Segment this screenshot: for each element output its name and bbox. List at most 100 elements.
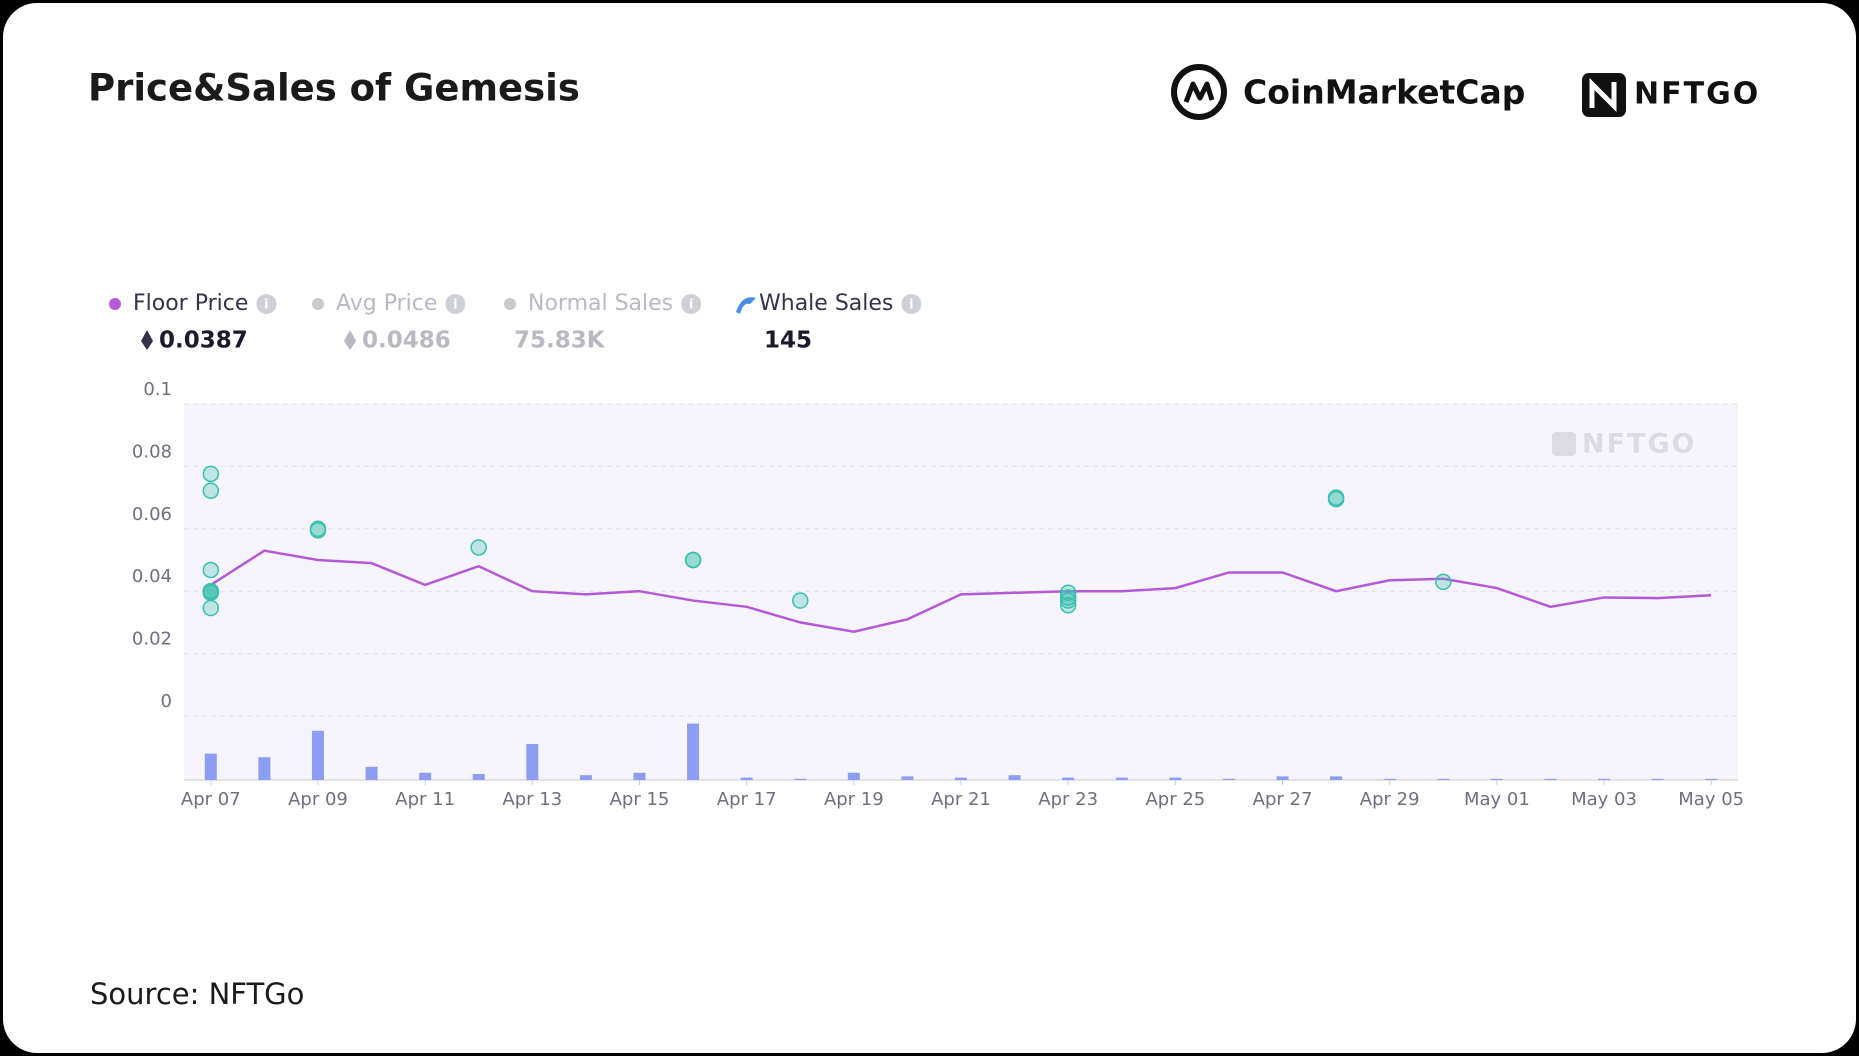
x-tick-label: Apr 09 — [288, 789, 348, 810]
y-tick-label: 0.02 — [132, 629, 172, 650]
info-i: i — [909, 298, 913, 313]
info-icon — [901, 294, 922, 314]
eth-icon — [344, 330, 356, 350]
y-tick-label: 0.08 — [132, 441, 172, 462]
legend-item: Normal Sales 75.83K — [504, 291, 702, 354]
bar — [1330, 776, 1343, 780]
whale-sale-point — [1059, 584, 1077, 602]
bar — [579, 775, 592, 780]
bar — [258, 757, 271, 780]
x-tick-label: Apr 21 — [931, 789, 991, 810]
nftgo-logo — [1582, 73, 1626, 117]
watermark: NFTGO — [1582, 429, 1697, 460]
x-tick-label: May 03 — [1571, 789, 1637, 810]
bar — [1169, 777, 1182, 780]
info-i: i — [453, 298, 457, 313]
legend-label: Normal Sales — [528, 291, 673, 316]
logo-text: CoinMarketCap — [1243, 73, 1525, 112]
bar — [1062, 777, 1075, 780]
legend-dot — [312, 298, 324, 310]
bar — [633, 772, 646, 780]
legend-item: Floor Price 0.0387 — [109, 291, 277, 354]
bar — [419, 772, 432, 780]
source: Source: NFTGo — [90, 977, 304, 1011]
bar — [1437, 778, 1450, 780]
bar — [1598, 778, 1611, 780]
legend-label: Whale Sales — [759, 291, 893, 316]
bar — [687, 723, 700, 780]
bar — [365, 766, 378, 780]
x-tick-label: Apr 23 — [1038, 789, 1098, 810]
whale-sale-point — [309, 520, 327, 538]
y-tick-label: 0 — [161, 691, 172, 712]
bar — [1115, 777, 1128, 780]
y-tick-label: 0.1 — [143, 379, 172, 400]
legend-value: 145 — [764, 328, 812, 354]
whale-sale-point — [791, 592, 809, 609]
x-tick-label: May 05 — [1678, 789, 1744, 810]
eth-icon — [141, 330, 153, 350]
x-tick-label: Apr 13 — [502, 789, 562, 810]
x-tick-label: Apr 27 — [1253, 789, 1313, 810]
bar — [1651, 778, 1664, 780]
whale-sale-point — [684, 551, 702, 569]
bar — [1705, 778, 1718, 780]
x-tick-label: Apr 07 — [181, 789, 241, 810]
bar — [526, 744, 539, 780]
whale-sale-point — [202, 582, 220, 600]
x-tick-label: Apr 17 — [717, 789, 777, 810]
legend-label: Floor Price — [133, 291, 248, 316]
bar — [847, 772, 860, 780]
y-tick-label: 0.06 — [132, 504, 172, 525]
info-icon — [445, 294, 466, 314]
whale-sale-point — [470, 539, 487, 556]
x-tick-label: Apr 15 — [610, 789, 670, 810]
bar — [1490, 778, 1503, 780]
x-tick-label: Apr 29 — [1360, 789, 1420, 810]
whale-sale-point — [1327, 489, 1345, 506]
bar — [1222, 778, 1235, 780]
bar — [1544, 778, 1557, 780]
legend-icon — [736, 297, 756, 314]
cmc-logo — [1171, 64, 1227, 120]
whale-sale-point — [202, 561, 220, 579]
whale-sale-point — [1059, 589, 1077, 606]
whale-sale-point — [202, 482, 220, 499]
bar — [955, 777, 967, 780]
x-tick-label: May 01 — [1464, 789, 1530, 810]
bar — [311, 730, 324, 780]
bar — [1383, 778, 1396, 780]
bar — [204, 753, 217, 780]
info-i: i — [689, 298, 693, 313]
bar — [901, 776, 914, 780]
legend-value: 75.83K — [514, 328, 606, 354]
bar — [1008, 775, 1021, 780]
whale-sale-point — [1435, 573, 1452, 591]
logo-text: NFTGO — [1634, 77, 1760, 112]
legend-value: 0.0387 — [159, 328, 248, 354]
bar — [740, 777, 753, 780]
x-tick-label: Apr 19 — [824, 789, 884, 810]
watermark-icon — [1552, 432, 1576, 456]
info-icon — [681, 294, 702, 314]
info-i: i — [264, 298, 268, 313]
bar — [472, 774, 485, 780]
legend-item: Whale Sales 145 — [736, 291, 922, 354]
whale-sale-point — [202, 599, 220, 617]
x-tick-label: Apr 11 — [395, 789, 455, 810]
floor-price-line — [210, 549, 1712, 634]
legend-item: Avg Price 0.0486 — [312, 291, 466, 354]
legend-label: Avg Price — [336, 291, 437, 316]
legend-dot — [504, 298, 516, 310]
y-tick-label: 0.04 — [132, 566, 172, 587]
bar — [1276, 776, 1289, 780]
info-icon — [256, 294, 277, 314]
whale-sale-point — [202, 465, 220, 483]
legend-value: 0.0486 — [362, 328, 451, 354]
chart-title: Price&Sales of Gemesis — [88, 67, 580, 110]
bar — [794, 778, 807, 780]
x-tick-label: Apr 25 — [1145, 789, 1205, 810]
legend-dot — [109, 298, 121, 310]
